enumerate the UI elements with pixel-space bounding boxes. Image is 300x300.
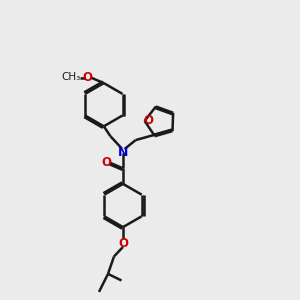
Text: O: O (82, 71, 92, 84)
Text: O: O (101, 156, 112, 170)
Text: N: N (118, 146, 128, 159)
Text: O: O (118, 237, 128, 250)
Text: O: O (143, 115, 153, 128)
Text: CH₃: CH₃ (62, 72, 81, 82)
